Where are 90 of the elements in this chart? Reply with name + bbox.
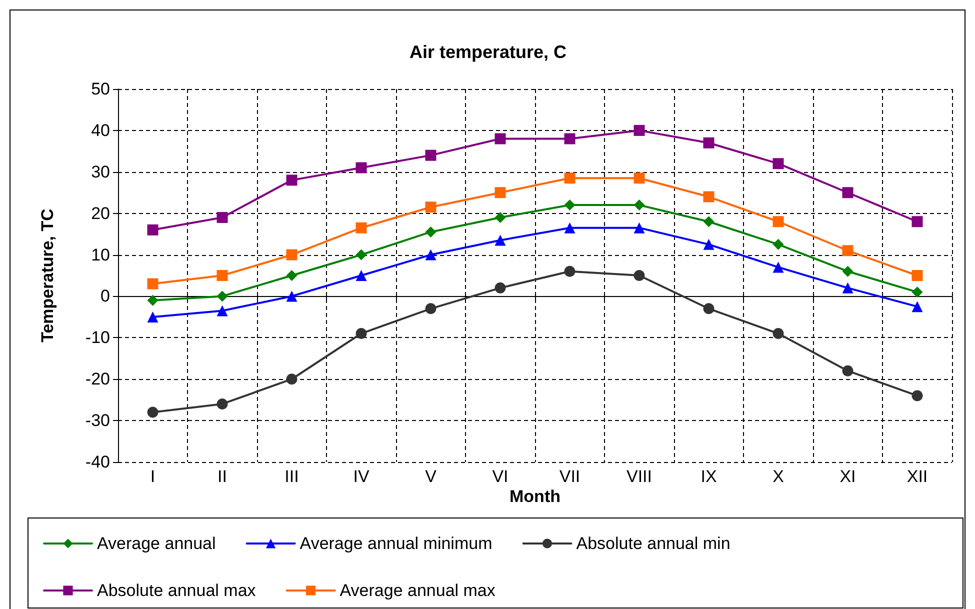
point [216, 212, 228, 223]
point [703, 216, 714, 228]
point [216, 290, 228, 302]
point [912, 301, 923, 312]
point [286, 270, 298, 281]
x-tick-label: X [772, 467, 784, 486]
point [425, 150, 436, 161]
x-tick-label: IV [353, 467, 370, 486]
point [703, 238, 714, 250]
y-tick-label: 50 [91, 80, 110, 98]
y-tick-label: -30 [85, 411, 110, 430]
x-axis-title: Month [510, 487, 560, 506]
point [564, 266, 576, 277]
point [216, 270, 228, 281]
point [356, 162, 367, 174]
point [356, 328, 367, 340]
point [286, 174, 298, 186]
legend-label: Average annual [97, 534, 216, 553]
point [147, 311, 158, 322]
x-tick-label: V [425, 467, 438, 486]
point [564, 172, 576, 184]
y-tick-label: 30 [91, 162, 110, 182]
point [425, 303, 436, 314]
x-tick-label: XII [906, 467, 928, 486]
point [494, 133, 506, 144]
point [703, 191, 714, 202]
point [912, 270, 923, 281]
point [494, 212, 506, 223]
point [772, 262, 784, 273]
point [216, 398, 228, 410]
y-axis-title: Temperature, TC [38, 208, 57, 342]
point [147, 278, 158, 290]
point [772, 158, 784, 170]
point [564, 222, 576, 234]
point [634, 200, 645, 211]
point [147, 406, 158, 418]
legend-label: Absolute annual max [97, 581, 256, 600]
point [772, 328, 784, 340]
legend-label: Absolute annual min [576, 534, 730, 553]
y-tick-label: 10 [91, 245, 110, 264]
point [703, 303, 714, 314]
point [494, 234, 506, 246]
point [772, 238, 784, 250]
point [772, 216, 784, 228]
point [147, 224, 158, 236]
point [842, 187, 854, 198]
x-tick-label: VI [492, 467, 508, 486]
point [842, 245, 854, 256]
point [286, 374, 298, 385]
x-tick-label: II [218, 467, 227, 486]
legend-label: Average annual max [340, 581, 496, 600]
point [494, 187, 506, 198]
point [634, 222, 645, 234]
x-tick-label: VII [559, 467, 580, 486]
point [425, 202, 436, 213]
x-tick-label: III [284, 467, 299, 486]
point [494, 282, 506, 294]
point [286, 290, 298, 302]
point [842, 266, 854, 277]
point [703, 137, 714, 148]
chart-title: Air temperature, C [409, 42, 567, 62]
y-tick-label: -10 [85, 328, 110, 348]
y-tick-label: -20 [85, 370, 110, 389]
x-tick-label: XI [840, 467, 856, 486]
point [634, 124, 645, 136]
point [356, 249, 367, 260]
y-tick-label: 20 [91, 204, 110, 223]
point [912, 216, 923, 228]
legend-label: Average annual minimum [300, 534, 492, 553]
point [147, 294, 158, 306]
point [564, 200, 576, 211]
point [425, 249, 436, 260]
x-tick-label: IX [700, 467, 717, 486]
point [634, 270, 645, 281]
x-tick-label: I [150, 467, 156, 486]
point [842, 282, 854, 294]
x-tick-label: VIII [626, 467, 652, 486]
y-tick-label: -40 [85, 452, 110, 472]
y-tick-label: 0 [100, 286, 110, 306]
point [564, 133, 576, 144]
point [634, 172, 645, 184]
point [912, 286, 923, 298]
point [842, 365, 854, 376]
point [912, 390, 923, 402]
point [425, 226, 436, 238]
point [286, 249, 298, 260]
point [356, 222, 367, 234]
point [356, 270, 367, 281]
point [216, 305, 228, 316]
y-tick-label: 40 [91, 120, 110, 140]
